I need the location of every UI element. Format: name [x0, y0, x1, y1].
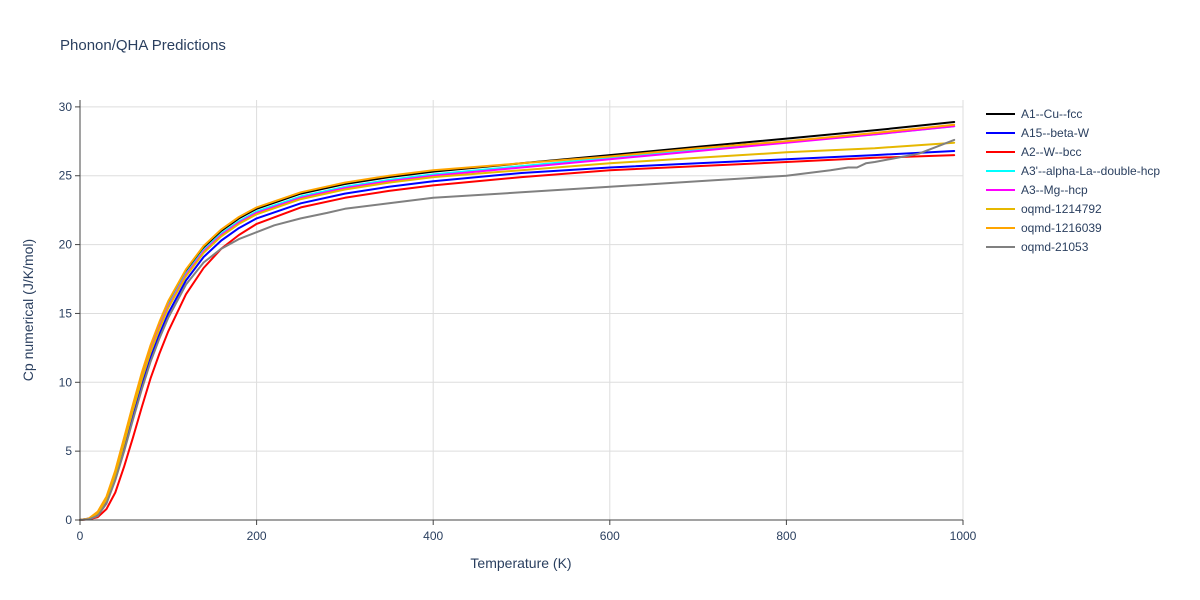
legend-item-3[interactable]: A3'--alpha-La--double-hcp — [986, 164, 1160, 178]
legend-label: A2--W--bcc — [1021, 145, 1081, 159]
legend-item-5[interactable]: oqmd-1214792 — [986, 202, 1102, 216]
legend-label: oqmd-1214792 — [1021, 202, 1102, 216]
series-line-7 — [79, 138, 956, 521]
legend-item-7[interactable]: oqmd-21053 — [986, 240, 1089, 254]
x-axis-label: Temperature (K) — [470, 555, 571, 571]
legend-item-6[interactable]: oqmd-1216039 — [986, 221, 1102, 235]
series-layer — [79, 121, 956, 521]
legend-item-4[interactable]: A3--Mg--hcp — [986, 183, 1088, 197]
x-tick-label: 400 — [423, 529, 443, 543]
legend-label: A15--beta-W — [1021, 126, 1090, 140]
series-line-2 — [79, 154, 956, 521]
legend-label: A3'--alpha-La--double-hcp — [1021, 164, 1160, 178]
y-axis-label: Cp numerical (J/K/mol) — [20, 239, 36, 381]
y-tick-label: 5 — [65, 444, 72, 458]
y-tick-label: 15 — [59, 306, 73, 320]
x-tick-label: 200 — [247, 529, 267, 543]
x-tick-label: 600 — [600, 529, 620, 543]
legend-label: A3--Mg--hcp — [1021, 183, 1088, 197]
y-tick-label: 10 — [59, 375, 73, 389]
y-tick-label: 20 — [59, 238, 73, 252]
series-line-1 — [79, 150, 956, 521]
series-line-4 — [79, 125, 956, 521]
x-tick-label: 0 — [77, 529, 84, 543]
legend-label: A1--Cu--fcc — [1021, 107, 1082, 121]
tick-layer: 0 200 400 600 800 1000 0 5 10 15 20 25 30 — [59, 100, 977, 543]
legend-item-0[interactable]: A1--Cu--fcc — [986, 107, 1082, 121]
y-tick-label: 0 — [65, 513, 72, 527]
series-line-6 — [79, 123, 956, 521]
series-line-5 — [79, 141, 956, 521]
series-line-0 — [79, 121, 956, 521]
legend-label: oqmd-21053 — [1021, 240, 1089, 254]
x-tick-label: 800 — [776, 529, 796, 543]
series-line-3 — [79, 125, 956, 521]
y-tick-label: 30 — [59, 100, 73, 114]
chart-title: Phonon/QHA Predictions — [60, 37, 226, 54]
y-tick-label: 25 — [59, 169, 73, 183]
x-tick-label: 1000 — [950, 529, 977, 543]
legend-label: oqmd-1216039 — [1021, 221, 1102, 235]
legend-item-2[interactable]: A2--W--bcc — [986, 145, 1081, 159]
legend-item-1[interactable]: A15--beta-W — [986, 126, 1090, 140]
legend[interactable]: A1--Cu--fcc A15--beta-W A2--W--bcc A3'--alp… — [986, 107, 1160, 254]
